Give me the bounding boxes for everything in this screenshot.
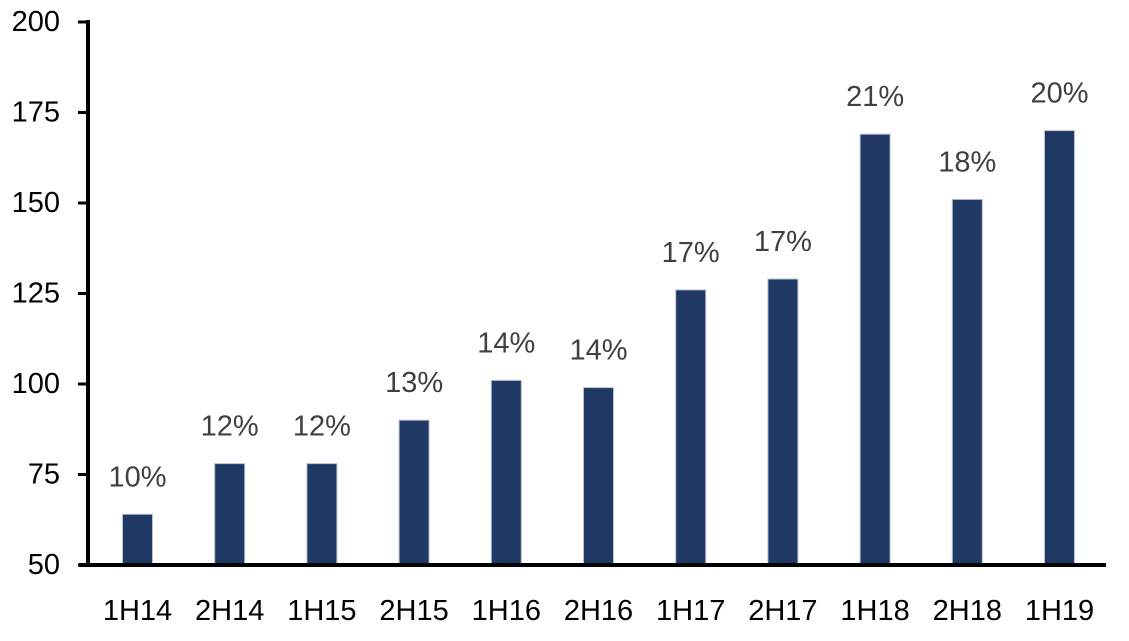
bar-value-label: 14% [477, 327, 535, 359]
bar-value-label: 17% [754, 226, 812, 258]
y-axis-tick [78, 473, 90, 476]
y-axis-tick [78, 292, 90, 295]
bar [675, 289, 707, 567]
x-axis-category-label: 1H17 [656, 595, 725, 627]
y-axis-tick-label: 75 [28, 459, 60, 491]
bar [1044, 130, 1075, 567]
x-axis-line [79, 563, 1106, 567]
y-axis-tick-label: 150 [12, 187, 60, 219]
bar-value-label: 21% [846, 81, 904, 113]
bar-value-label: 18% [938, 146, 996, 178]
y-axis-tick-label: 50 [28, 549, 60, 581]
x-axis-category-label: 1H19 [1025, 595, 1094, 627]
bar [951, 198, 983, 567]
y-axis-tick [78, 201, 90, 205]
y-axis-line [86, 20, 90, 567]
bar-value-label: 20% [1030, 78, 1088, 110]
y-axis-tick-label: 175 [12, 97, 60, 129]
x-axis-category-label: 2H18 [933, 595, 1002, 627]
bar-value-label: 12% [293, 411, 351, 443]
bar [306, 463, 338, 567]
bar [398, 419, 430, 567]
y-axis-tick-label: 200 [12, 6, 60, 38]
y-axis-tick-label: 125 [12, 278, 60, 310]
bar [122, 513, 153, 567]
y-axis-tick [78, 20, 90, 24]
bar [767, 278, 799, 567]
x-axis-category-label: 1H16 [472, 595, 541, 627]
bar-value-label: 10% [108, 461, 166, 493]
y-axis-tick [78, 382, 90, 386]
bar-value-label: 17% [662, 237, 720, 269]
x-axis-category-label: 1H15 [287, 595, 356, 627]
bar [859, 133, 891, 567]
bar-value-label: 14% [569, 335, 627, 367]
bar [214, 463, 246, 567]
x-axis-category-label: 2H17 [748, 595, 817, 627]
y-axis-tick [78, 111, 90, 114]
x-axis-category-label: 2H15 [379, 595, 448, 627]
x-axis-category-label: 1H18 [840, 595, 909, 627]
bar-value-label: 13% [385, 367, 443, 399]
bar-value-label: 12% [201, 411, 259, 443]
x-axis-category-label: 2H16 [564, 595, 633, 627]
bar [583, 387, 614, 567]
x-axis-category-label: 2H14 [195, 595, 264, 627]
y-axis-tick-label: 100 [12, 368, 60, 400]
bar [490, 379, 522, 567]
x-axis-category-label: 1H14 [103, 595, 172, 627]
